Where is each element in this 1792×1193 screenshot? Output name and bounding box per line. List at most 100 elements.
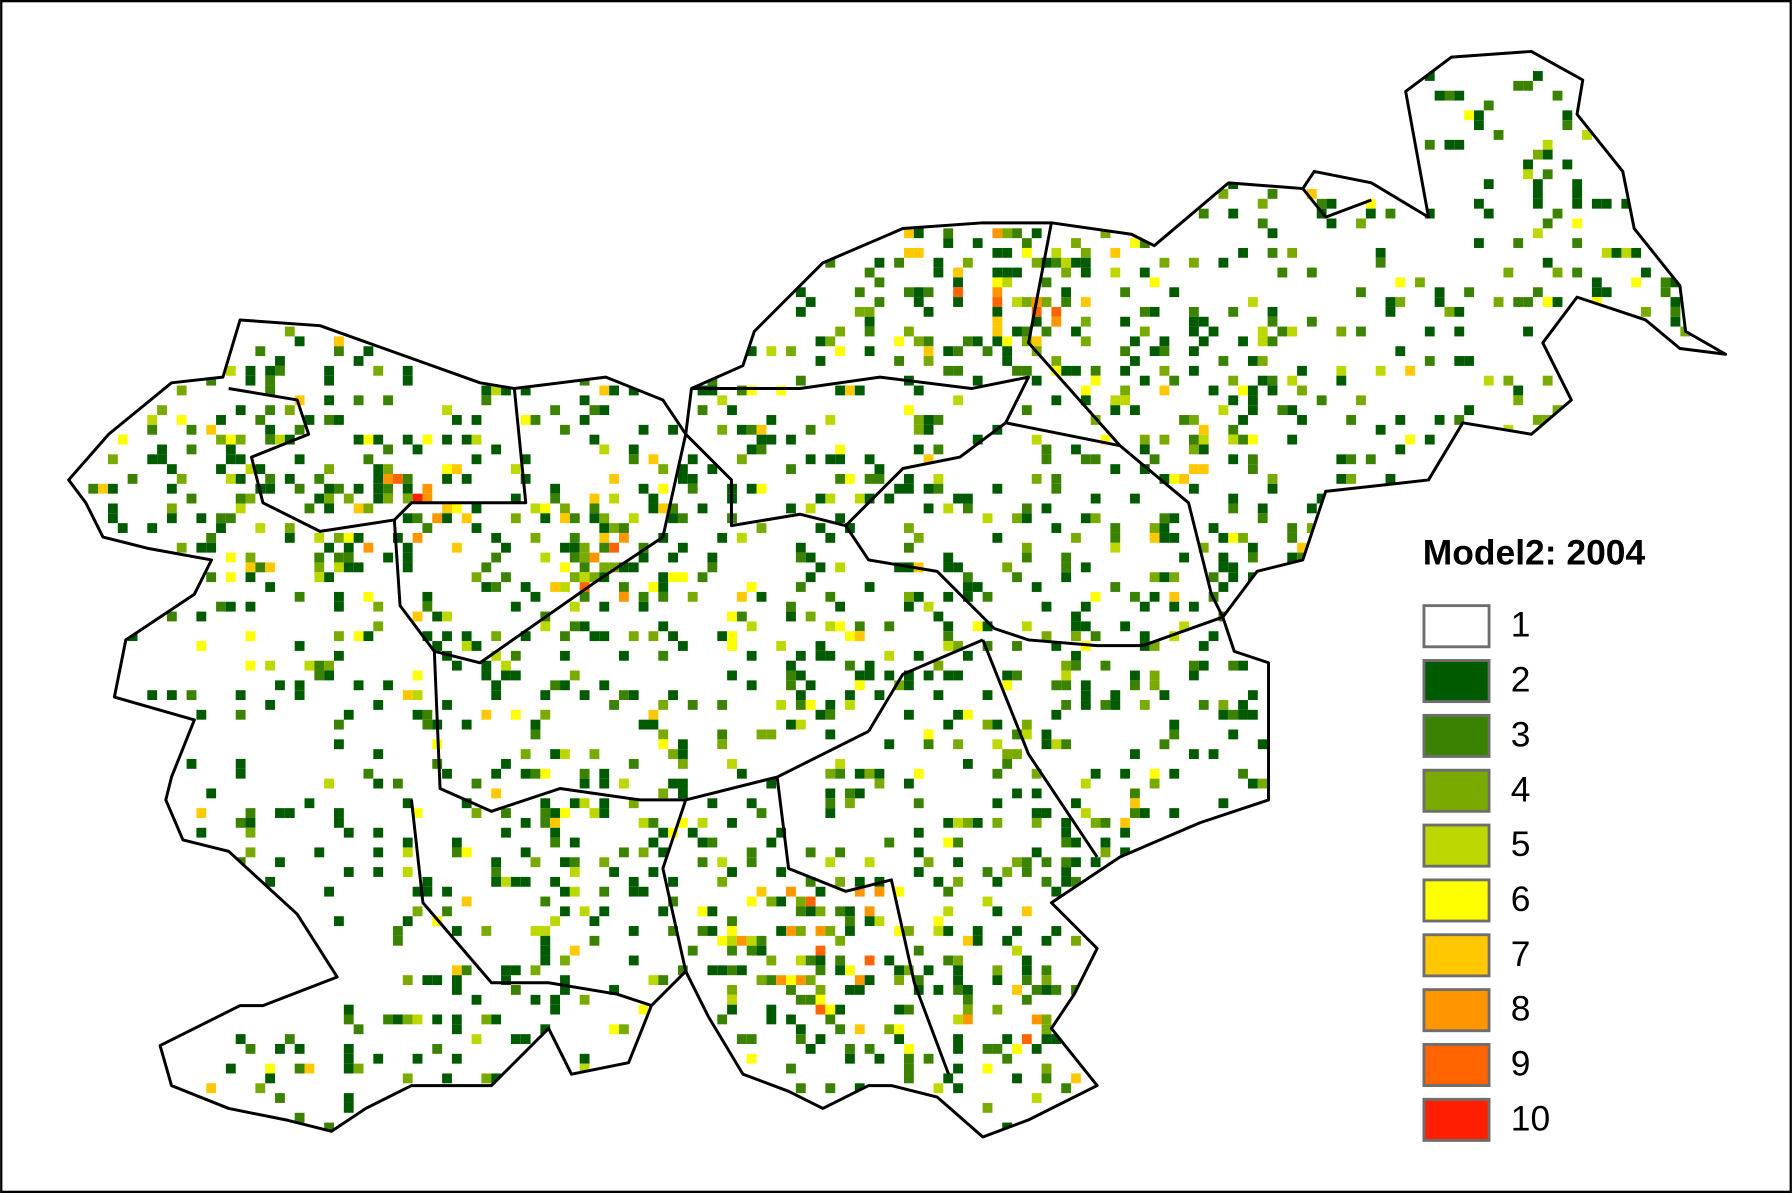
map-cell xyxy=(1041,935,1052,946)
map-cell xyxy=(805,906,816,917)
map-cell xyxy=(854,670,865,681)
map-cell xyxy=(225,444,236,455)
map-cell xyxy=(1454,90,1465,101)
map-cell xyxy=(442,886,452,897)
map-cell xyxy=(933,660,944,671)
map-cell xyxy=(275,356,285,366)
map-cell xyxy=(1051,483,1062,494)
map-cell xyxy=(992,247,1003,258)
map-cell xyxy=(903,601,914,612)
map-cell xyxy=(609,985,620,995)
map-cell xyxy=(786,611,796,622)
map-cell xyxy=(520,847,531,858)
map-cell xyxy=(1247,552,1258,563)
map-cell xyxy=(560,955,570,966)
map-cell xyxy=(1051,680,1062,691)
map-cell xyxy=(451,926,462,936)
map-cell xyxy=(1071,257,1081,268)
map-cell xyxy=(943,228,954,239)
map-cell xyxy=(884,670,895,681)
map-cell xyxy=(481,385,492,396)
map-cell xyxy=(727,817,737,828)
map-cell xyxy=(815,965,826,976)
map-cell xyxy=(1415,277,1425,288)
map-cell xyxy=(324,415,335,425)
map-cell xyxy=(402,434,413,445)
map-cell xyxy=(1198,660,1209,671)
map-cell xyxy=(412,1053,423,1064)
map-cell xyxy=(825,1004,836,1015)
map-cell xyxy=(1188,444,1199,455)
map-cell xyxy=(1188,483,1199,494)
map-cell xyxy=(442,768,452,779)
map-cell xyxy=(471,503,482,514)
map-cell xyxy=(1159,739,1170,750)
map-cell xyxy=(1130,493,1140,504)
map-cell xyxy=(1061,857,1072,868)
map-cell xyxy=(1247,356,1258,366)
map-cell xyxy=(157,405,167,416)
map-cell xyxy=(1061,867,1072,877)
map-cell xyxy=(589,552,600,563)
map-cell xyxy=(1080,297,1091,307)
map-cell xyxy=(894,562,904,573)
map-cell xyxy=(1159,346,1170,357)
map-cell xyxy=(913,297,924,307)
map-cell xyxy=(805,503,816,514)
map-cell xyxy=(353,1024,364,1035)
map-cell xyxy=(825,729,836,740)
map-cell xyxy=(284,405,295,416)
map-cell xyxy=(383,395,393,406)
map-cell xyxy=(1179,474,1189,484)
map-cell xyxy=(795,926,806,936)
map-cell xyxy=(697,837,708,848)
map-cell xyxy=(225,474,236,484)
map-cell xyxy=(1041,601,1052,612)
map-cell xyxy=(1572,198,1583,209)
map-cell xyxy=(235,758,246,769)
map-cell xyxy=(579,906,590,917)
map-cell xyxy=(1267,375,1278,386)
map-cell xyxy=(402,365,413,376)
map-cell xyxy=(392,926,403,936)
map-cell xyxy=(1277,267,1288,278)
map-cell xyxy=(943,837,954,848)
map-cell xyxy=(107,483,118,494)
map-cell xyxy=(677,641,688,651)
map-cell xyxy=(245,660,256,671)
map-cell xyxy=(491,857,502,868)
map-cell xyxy=(1120,395,1131,406)
map-cell xyxy=(1051,1034,1062,1044)
map-cell xyxy=(343,1093,354,1103)
region-boundary xyxy=(432,651,870,813)
map-cell xyxy=(1061,365,1072,376)
map-cell xyxy=(1031,817,1042,828)
map-cell xyxy=(707,926,718,936)
map-cell xyxy=(265,375,276,386)
map-cell xyxy=(255,415,266,425)
map-cell xyxy=(324,395,335,406)
map-cell xyxy=(579,768,590,779)
map-cell xyxy=(225,1063,236,1074)
map-cell xyxy=(1670,316,1681,327)
legend-label: 1 xyxy=(1511,605,1531,645)
map-cell xyxy=(265,562,276,573)
map-cell xyxy=(1031,768,1042,779)
map-cell xyxy=(953,267,963,278)
map-cell xyxy=(864,955,875,966)
map-cell xyxy=(805,552,816,563)
map-cell xyxy=(1149,532,1160,543)
map-cell xyxy=(736,965,747,976)
map-cell xyxy=(1287,405,1298,416)
map-cell xyxy=(1021,1034,1032,1044)
map-cell xyxy=(1228,572,1239,583)
map-cell xyxy=(1012,365,1022,376)
map-cell xyxy=(1454,306,1465,317)
map-cell xyxy=(294,591,305,602)
map-cell xyxy=(1621,198,1632,209)
map-cell xyxy=(1513,80,1524,91)
map-cell xyxy=(913,532,924,543)
map-cell xyxy=(835,346,846,357)
map-cell xyxy=(982,1063,993,1074)
map-cell xyxy=(638,591,649,602)
